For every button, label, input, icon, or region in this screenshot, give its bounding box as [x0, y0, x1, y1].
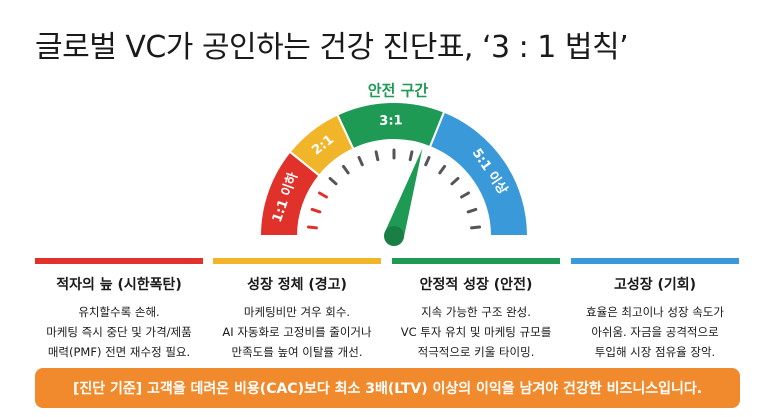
column-bar — [392, 258, 560, 264]
column-bar — [213, 258, 381, 264]
tick — [374, 150, 380, 162]
zone-label: 안전 구간 — [368, 82, 429, 100]
column-line: 매력(PMF) 전면 재수정 필요. — [47, 345, 191, 359]
segment-label: 3:1 — [379, 113, 403, 129]
tick — [306, 225, 318, 230]
tick — [408, 150, 414, 162]
column-line: 마케팅비만 겨우 회수. — [243, 305, 351, 319]
column-line: 투입해 시장 점유율 장악. — [594, 345, 716, 359]
column-line: VC 투자 유치 및 마케팅 규모를 — [400, 325, 552, 339]
column-bar — [571, 258, 739, 264]
banner: [진단 기준] 고객을 데려온 비용(CAC)보다 최소 3배(LTV) 이상의… — [35, 368, 740, 408]
tick — [450, 176, 460, 186]
tick — [341, 164, 350, 175]
tick — [466, 207, 478, 214]
title: 글로벌 VC가 공인하는 건강 진단표, ‘3 : 1 법칙’ — [35, 30, 629, 65]
column-line: 유치할수록 손해. — [78, 305, 160, 319]
gauge-segment — [428, 110, 530, 237]
tick — [357, 155, 364, 167]
column-title: 고성장 (기회) — [613, 277, 697, 293]
column-line: 지속 가능한 구조 완성. — [421, 305, 531, 319]
needle — [384, 148, 423, 240]
column-title: 적자의 늪 (시한폭탄) — [56, 277, 182, 293]
column-line: AI 자동화로 고정비를 줄이거나 — [222, 325, 372, 339]
tick — [318, 191, 328, 199]
column-line: 효율은 최고이나 성장 속도가 — [586, 305, 724, 319]
tick — [438, 164, 447, 175]
column-bar — [35, 258, 203, 264]
column-line: 아쉬움. 자금을 공격적으로 — [591, 325, 719, 339]
column-title: 안정적 성장 (안전) — [419, 277, 533, 293]
needle-hub — [384, 226, 404, 246]
tick — [460, 191, 470, 199]
column-line: 적극적으로 키울 타이밍. — [417, 345, 535, 359]
tick — [424, 155, 431, 167]
tick — [310, 207, 322, 214]
column: 안정적 성장 (안전) 지속 가능한 구조 완성. VC 투자 유치 및 마케팅 규… — [392, 258, 560, 362]
tick — [328, 176, 338, 186]
column-line: 마케팅 즉시 중단 및 가격/제품 — [46, 325, 192, 339]
column-line: 만족도를 높여 이탈률 개선. — [231, 345, 363, 359]
tick — [470, 225, 482, 230]
column-title: 성장 정체 (경고) — [247, 277, 347, 293]
